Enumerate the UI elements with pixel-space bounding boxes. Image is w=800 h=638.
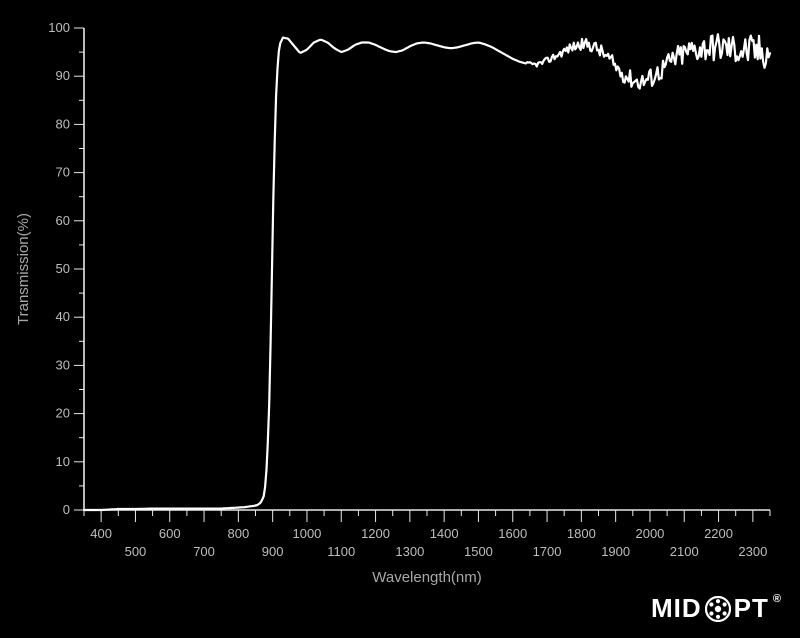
svg-text:1800: 1800 xyxy=(567,526,596,541)
logo-text-left: MID xyxy=(651,593,702,624)
svg-text:70: 70 xyxy=(56,165,70,180)
svg-text:600: 600 xyxy=(159,526,181,541)
svg-text:10: 10 xyxy=(56,454,70,469)
svg-text:Wavelength(nm): Wavelength(nm) xyxy=(372,569,481,586)
aperture-icon xyxy=(705,596,731,622)
svg-text:50: 50 xyxy=(56,261,70,276)
brand-logo: MID PT ® xyxy=(651,593,782,624)
svg-text:700: 700 xyxy=(193,544,215,559)
svg-text:800: 800 xyxy=(227,526,249,541)
logo-text-right: PT xyxy=(734,593,769,624)
svg-text:100: 100 xyxy=(48,20,70,35)
svg-text:1900: 1900 xyxy=(601,544,630,559)
svg-text:20: 20 xyxy=(56,406,70,421)
svg-text:1000: 1000 xyxy=(292,526,321,541)
logo-registered: ® xyxy=(773,593,782,605)
svg-text:900: 900 xyxy=(262,544,284,559)
svg-text:400: 400 xyxy=(90,526,112,541)
svg-text:Transmission(%): Transmission(%) xyxy=(15,213,32,325)
svg-text:1300: 1300 xyxy=(395,544,424,559)
svg-text:2100: 2100 xyxy=(670,544,699,559)
svg-text:40: 40 xyxy=(56,309,70,324)
svg-text:60: 60 xyxy=(56,213,70,228)
chart-container: 4006008001000120014001600180020002200500… xyxy=(0,0,800,638)
svg-text:2300: 2300 xyxy=(738,544,767,559)
svg-text:90: 90 xyxy=(56,68,70,83)
svg-text:1700: 1700 xyxy=(533,544,562,559)
svg-text:500: 500 xyxy=(125,544,147,559)
svg-text:1600: 1600 xyxy=(498,526,527,541)
svg-text:1500: 1500 xyxy=(464,544,493,559)
svg-text:1100: 1100 xyxy=(327,544,355,559)
transmission-chart: 4006008001000120014001600180020002200500… xyxy=(0,0,800,638)
svg-text:1200: 1200 xyxy=(361,526,390,541)
svg-text:0: 0 xyxy=(63,502,70,517)
svg-text:2000: 2000 xyxy=(635,526,664,541)
svg-text:2200: 2200 xyxy=(704,526,733,541)
svg-text:1400: 1400 xyxy=(430,526,459,541)
svg-text:30: 30 xyxy=(56,357,70,372)
svg-text:80: 80 xyxy=(56,116,70,131)
